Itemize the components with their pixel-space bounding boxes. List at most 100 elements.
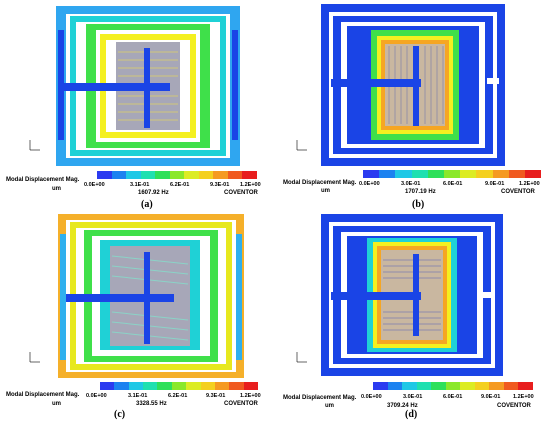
side-comb-left [60,234,66,360]
colorbar-segment [97,171,112,179]
legend-label: Modal Displacement Mag. [6,177,80,183]
unit-label: um [321,188,330,194]
colorbar-segment [476,170,493,178]
anchor-bar-vertical [413,254,419,336]
tick-1: 3.0E-01 [401,181,421,187]
tick-3: 9.0E-01 [485,181,505,187]
anchor-bar-vertical [144,252,150,344]
axis-triad [29,352,40,363]
caption-b: (b) [412,199,425,210]
colorbar-segment [508,170,525,178]
tick-0: 0.0E+00 [86,393,107,399]
colorbar-segment [114,382,129,390]
side-comb-right [236,234,242,360]
caption-c: (c) [114,409,126,420]
tick-1: 3.0E-01 [403,394,423,400]
mode-shape-b [296,4,505,166]
colorbar-segment [140,171,156,179]
colorbar-segment [186,382,201,390]
anchor-bar-horizontal [331,79,421,87]
frequency: 1607.92 Hz [138,190,169,196]
colorbar-segment [126,171,141,179]
colorbar-segment [460,382,475,390]
colorbar-segment [169,171,185,179]
tick-3: 9.3E-01 [206,393,226,399]
anchor-bar-vertical [413,46,419,126]
axis-triad [296,140,307,151]
side-comb-right [232,30,238,140]
colorbar-segment [443,170,461,178]
colorbar-segment [100,382,115,390]
colorbar-segment [460,170,477,178]
tick-2: 6.0E-01 [443,394,463,400]
colorbar [373,382,534,390]
colorbar-segment [229,382,244,390]
colorbar-segment [214,382,230,390]
colorbar-segment [431,382,446,390]
legend-label: Modal Displacement Mag. [6,392,80,398]
legend-label: Modal Displacement Mag. [283,180,357,186]
panel-a: Modal Displacement Mag. um 0.0E+00 3.1E-… [0,0,275,212]
colorbar-segment [503,382,519,390]
anchor-bar-horizontal [331,292,421,300]
mode-shape-a [29,6,240,166]
colorbar-segment [524,170,542,178]
anchor-stub-right [481,292,495,298]
colorbar-segment [213,171,228,179]
colorbar-segment [184,171,199,179]
colorbar-segment [227,171,243,179]
tick-0: 0.0E+00 [359,181,380,187]
colorbar [363,170,542,178]
axis-triad [29,140,40,151]
anchor-bar-horizontal [64,83,170,91]
colorbar-segment [363,170,380,178]
colorbar-segment [416,382,432,390]
mode-shape-d [296,214,503,376]
tick-0: 0.0E+00 [361,394,382,400]
mode-shape-c [29,214,244,378]
frequency: 3709.24 Hz [387,403,418,409]
colorbar-segment [198,171,214,179]
comb-fingers-d [383,259,441,331]
colorbar-segment [128,382,144,390]
colorbar-segment [379,170,396,178]
colorbar-segment [200,382,215,390]
tick-2: 6.0E-01 [443,181,463,187]
colorbar-segment [171,382,187,390]
colorbar-segment [387,382,403,390]
brand-label: COVENTOR [224,190,258,196]
side-comb-left [58,30,64,140]
anchor-stub-right [487,78,499,84]
panel-c: Modal Displacement Mag. um 0.0E+00 3.1E-… [0,212,275,424]
colorbar-segment [492,170,509,178]
brand-label: COVENTOR [501,189,535,195]
colorbar-segment [157,382,172,390]
tick-2: 6.2E-01 [170,182,190,188]
unit-label: um [52,186,61,192]
unit-label: um [325,403,334,409]
colorbar-segment [143,382,158,390]
tick-0: 0.0E+00 [84,182,105,188]
axis-triad [296,352,307,363]
colorbar [100,382,258,390]
caption-a: (a) [141,199,153,210]
colorbar-segment [489,382,504,390]
colorbar [97,171,258,179]
anchor-bar-horizontal [66,294,174,302]
tick-3: 9.3E-01 [210,182,230,188]
colorbar-segment [518,382,534,390]
colorbar-segment [427,170,444,178]
tick-1: 3.1E-01 [130,182,150,188]
colorbar-segment [111,171,127,179]
colorbar-segment [242,171,258,179]
colorbar-segment [243,382,258,390]
tick-4: 1.2E+00 [513,394,534,400]
legend-label: Modal Displacement Mag. [283,395,357,401]
colorbar-segment [155,171,170,179]
colorbar-segment [395,170,412,178]
frequency: 1707.19 Hz [405,189,436,195]
brand-label: COVENTOR [224,401,258,407]
brand-label: COVENTOR [497,403,531,409]
tick-4: 1.2E+00 [240,182,261,188]
colorbar-segment [445,382,461,390]
